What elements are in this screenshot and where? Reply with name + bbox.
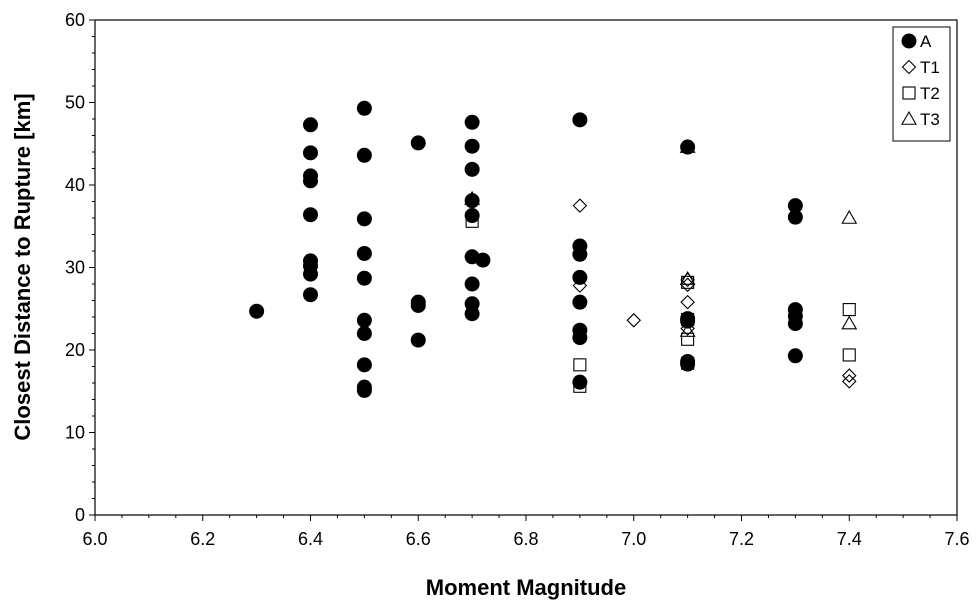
legend-marker-a	[901, 33, 917, 49]
legend-label: T3	[920, 110, 940, 129]
data-point	[464, 276, 480, 292]
data-point	[787, 316, 803, 332]
legend-marker-t2	[902, 86, 916, 100]
y-tick-label: 30	[65, 258, 85, 278]
data-point	[464, 306, 480, 322]
data-point	[356, 382, 372, 398]
data-point	[680, 277, 695, 293]
y-axis: 0 10 20 30 40 50 60	[65, 10, 95, 525]
data-point	[356, 147, 372, 163]
y-tick-label: 40	[65, 175, 85, 195]
data-point	[410, 135, 426, 151]
series-t1	[572, 198, 857, 389]
data-point	[356, 312, 372, 328]
legend-marker-t3	[901, 110, 917, 125]
y-tick-label: 10	[65, 423, 85, 443]
legend-label: T2	[920, 84, 940, 103]
data-point	[572, 246, 588, 262]
x-tick-label: 7.6	[944, 529, 969, 549]
legend-label: T1	[920, 58, 940, 77]
data-point	[572, 112, 588, 128]
x-axis-title: Moment Magnitude	[426, 575, 626, 600]
data-point	[572, 269, 588, 285]
x-axis: 6.0 6.2 6.4 6.6 6.8 7.0 7.2 7.4 7.6	[82, 515, 970, 549]
data-point	[356, 211, 372, 227]
data-point	[572, 330, 588, 346]
legend-label: A	[920, 32, 932, 51]
data-point	[841, 315, 858, 330]
y-tick-label: 0	[75, 505, 85, 525]
y-tick-label: 20	[65, 340, 85, 360]
x-tick-label: 6.0	[82, 529, 107, 549]
legend-marker-t1	[901, 59, 917, 75]
data-point	[572, 374, 588, 390]
data-point	[303, 287, 318, 303]
data-point	[410, 297, 426, 313]
data-point	[303, 117, 318, 133]
x-tick-label: 6.8	[513, 529, 538, 549]
data-point	[249, 303, 265, 319]
series-a	[249, 100, 803, 398]
data-point	[303, 266, 318, 282]
data-point	[464, 114, 480, 130]
x-tick-label: 6.4	[298, 529, 323, 549]
data-point	[681, 312, 695, 327]
y-axis-title: Closest Distance to Rupture [km]	[10, 93, 35, 440]
data-point	[465, 214, 479, 228]
y-tick-label: 60	[65, 10, 85, 30]
data-point	[680, 294, 695, 310]
data-point	[679, 270, 696, 285]
data-point	[356, 100, 372, 116]
data-point	[626, 313, 642, 328]
data-point	[679, 138, 696, 153]
x-tick-label: 6.6	[406, 529, 431, 549]
y-tick-label: 50	[65, 93, 85, 113]
data-point	[680, 313, 696, 329]
data-point	[787, 209, 803, 225]
data-point	[573, 358, 587, 372]
x-tick-label: 6.2	[190, 529, 215, 549]
series-t3	[464, 138, 858, 337]
data-point	[842, 348, 856, 362]
data-point	[573, 379, 587, 393]
data-point	[464, 190, 481, 205]
data-point	[681, 332, 695, 346]
data-point	[841, 368, 857, 383]
data-point	[841, 209, 858, 224]
data-point	[410, 332, 426, 348]
legend-box	[892, 26, 951, 142]
x-tick-label: 7.4	[837, 529, 862, 549]
data-point	[356, 326, 372, 341]
data-point	[572, 198, 588, 213]
data-point	[787, 348, 803, 364]
data-point	[303, 145, 318, 161]
data-point	[680, 321, 695, 336]
legend: A T1 T2 T3	[892, 26, 951, 142]
x-tick-label: 7.2	[729, 529, 754, 549]
plot-area: 0 10 20 30 40 50 60 6.0 6.2 6.4 6.6 6.8 7.0 7.2 7.4 7.…	[65, 10, 970, 549]
data-point	[679, 322, 696, 337]
data-point	[356, 270, 372, 286]
data-point	[356, 357, 372, 373]
data-point	[303, 207, 318, 223]
plot-frame	[94, 19, 958, 516]
data-point	[356, 245, 372, 261]
data-point	[303, 173, 318, 189]
data-point	[475, 252, 491, 268]
data-point	[841, 374, 857, 389]
data-point	[464, 138, 480, 154]
data-point	[681, 356, 695, 370]
data-point	[572, 278, 588, 293]
series-t2	[465, 214, 856, 393]
x-tick-label: 7.0	[621, 529, 646, 549]
data-points	[249, 100, 858, 398]
data-point	[680, 272, 695, 288]
data-point	[464, 161, 480, 177]
data-point	[572, 294, 588, 310]
